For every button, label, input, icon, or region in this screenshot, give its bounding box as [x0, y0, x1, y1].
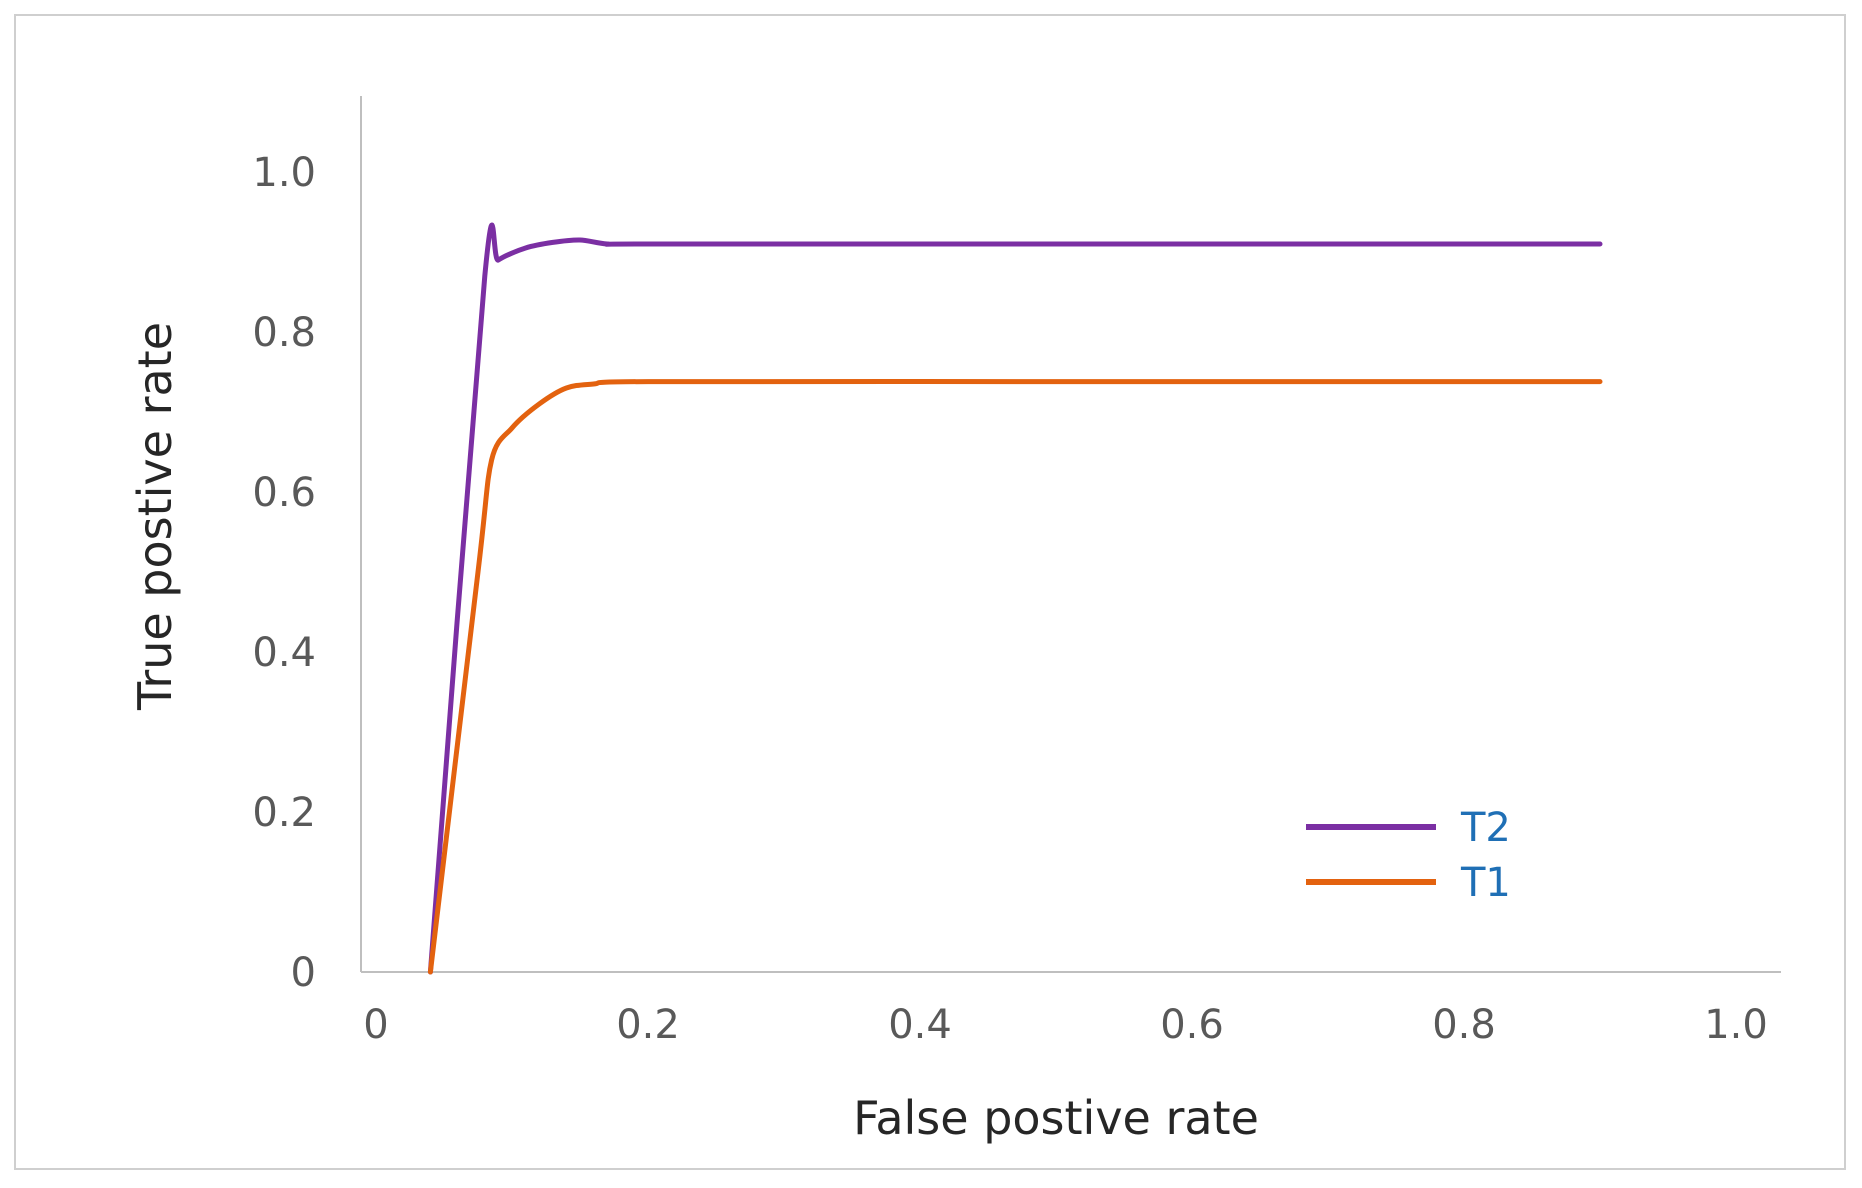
x-tick-label: 0 — [363, 1002, 388, 1048]
legend-label-t2: T2 — [1460, 805, 1511, 851]
x-axis-title: False postive rate — [853, 1091, 1259, 1145]
x-tick-label: 0.8 — [1432, 1002, 1496, 1048]
y-tick-label: 0.4 — [252, 630, 316, 676]
roc-chart: 0 0.2 0.4 0.6 0.8 1.0 0 0.2 0.4 0.6 0.8 1.0 False … — [128, 96, 1781, 1145]
series-line-t1 — [427, 378, 1603, 975]
x-tick-label: 1.0 — [1704, 1002, 1768, 1048]
y-tick-labels: 0 0.2 0.4 0.6 0.8 1.0 — [252, 150, 316, 996]
y-tick-label: 0.6 — [252, 470, 316, 516]
y-tick-label: 0 — [291, 950, 316, 996]
x-tick-label: 0.4 — [888, 1002, 952, 1048]
legend-label-t1: T1 — [1460, 860, 1511, 906]
x-tick-label: 0.6 — [1160, 1002, 1224, 1048]
axes — [360, 96, 1781, 973]
y-axis-title: True postive rate — [128, 322, 182, 711]
y-tick-label: 1.0 — [252, 150, 316, 196]
series-line-t2 — [427, 222, 1603, 975]
y-tick-label: 0.2 — [252, 790, 316, 836]
chart-frame: 0 0.2 0.4 0.6 0.8 1.0 0 0.2 0.4 0.6 0.8 1.0 False … — [14, 14, 1846, 1170]
series-lines — [427, 222, 1603, 975]
x-tick-label: 0.2 — [616, 1002, 680, 1048]
y-tick-label: 0.8 — [252, 310, 316, 356]
x-tick-labels: 0 0.2 0.4 0.6 0.8 1.0 — [363, 1002, 1768, 1048]
